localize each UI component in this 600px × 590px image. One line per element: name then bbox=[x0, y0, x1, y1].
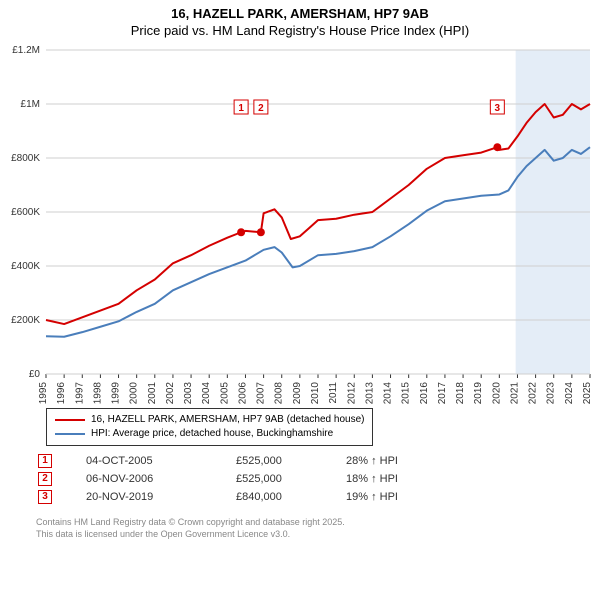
x-tick-label: 2023 bbox=[546, 382, 557, 404]
x-tick-label: 1999 bbox=[111, 382, 122, 404]
legend-label: HPI: Average price, detached house, Buck… bbox=[91, 427, 333, 441]
sales-row-price: £525,000 bbox=[236, 473, 346, 485]
x-tick-label: 2013 bbox=[364, 382, 375, 404]
sale-marker-num: 3 bbox=[495, 103, 501, 114]
y-tick-label: £1.2M bbox=[12, 45, 40, 56]
sales-row-price: £525,000 bbox=[236, 455, 346, 467]
legend: 16, HAZELL PARK, AMERSHAM, HP7 9AB (deta… bbox=[46, 408, 373, 446]
y-tick-label: £800K bbox=[11, 153, 40, 164]
x-tick-label: 2006 bbox=[237, 382, 248, 404]
x-tick-label: 2018 bbox=[455, 382, 466, 404]
y-tick-label: £400K bbox=[11, 261, 40, 272]
x-tick-label: 2001 bbox=[147, 382, 158, 404]
sale-marker-dot bbox=[493, 143, 501, 151]
legend-label: 16, HAZELL PARK, AMERSHAM, HP7 9AB (deta… bbox=[91, 413, 364, 427]
x-tick-label: 2011 bbox=[328, 382, 339, 404]
y-tick-label: £1M bbox=[21, 99, 40, 110]
x-tick-label: 2000 bbox=[129, 382, 140, 404]
title-block: 16, HAZELL PARK, AMERSHAM, HP7 9AB Price… bbox=[0, 0, 600, 38]
sale-marker-num: 2 bbox=[258, 103, 264, 114]
sales-row-marker: 3 bbox=[38, 490, 52, 504]
x-tick-label: 2004 bbox=[201, 382, 212, 404]
sales-row-hpi: 28% ↑ HPI bbox=[346, 455, 446, 467]
x-tick-label: 2002 bbox=[165, 382, 176, 404]
footer-line1: Contains HM Land Registry data © Crown c… bbox=[36, 516, 345, 528]
legend-item: 16, HAZELL PARK, AMERSHAM, HP7 9AB (deta… bbox=[55, 413, 364, 427]
sale-marker-dot bbox=[237, 228, 245, 236]
sales-row-price: £840,000 bbox=[236, 491, 346, 503]
sales-row-date: 04-OCT-2005 bbox=[86, 455, 236, 467]
sales-row-marker: 2 bbox=[38, 472, 52, 486]
y-tick-label: £600K bbox=[11, 207, 40, 218]
sales-row-hpi: 19% ↑ HPI bbox=[346, 491, 446, 503]
x-tick-label: 1995 bbox=[38, 382, 49, 404]
legend-item: HPI: Average price, detached house, Buck… bbox=[55, 427, 364, 441]
x-tick-label: 2016 bbox=[419, 382, 430, 404]
x-tick-label: 2020 bbox=[491, 382, 502, 404]
chart-container: £0 £200K £400K £600K £800K £1M £1.2M 1995 1996 19… bbox=[0, 44, 600, 404]
series-price_paid bbox=[46, 104, 590, 324]
x-tick-label: 2009 bbox=[292, 382, 303, 404]
price-chart: £0 £200K £400K £600K £800K £1M £1.2M 1995 1996 19… bbox=[0, 44, 600, 404]
footer-line2: This data is licensed under the Open Gov… bbox=[36, 528, 345, 540]
sales-row-marker: 1 bbox=[38, 454, 52, 468]
sales-row: 1 04-OCT-2005£525,00028% ↑ HPI bbox=[38, 452, 446, 470]
x-tick-label: 2024 bbox=[564, 382, 575, 404]
footer-attribution: Contains HM Land Registry data © Crown c… bbox=[36, 516, 345, 540]
x-tick-label: 2025 bbox=[582, 382, 593, 404]
legend-swatch bbox=[55, 433, 85, 435]
sales-row: 2 06-NOV-2006£525,00018% ↑ HPI bbox=[38, 470, 446, 488]
y-tick-label: £0 bbox=[29, 369, 41, 380]
sales-table: 1 04-OCT-2005£525,00028% ↑ HPI 2 06-NOV-200… bbox=[38, 452, 446, 506]
x-tick-label: 1998 bbox=[92, 382, 103, 404]
x-tick-label: 2005 bbox=[219, 382, 230, 404]
title-address: 16, HAZELL PARK, AMERSHAM, HP7 9AB bbox=[0, 6, 600, 21]
x-tick-label: 1996 bbox=[56, 382, 67, 404]
x-tick-label: 2017 bbox=[437, 382, 448, 404]
x-tick-label: 2012 bbox=[346, 382, 357, 404]
sale-marker-dot bbox=[257, 228, 265, 236]
x-tick-label: 2010 bbox=[310, 382, 321, 404]
x-tick-label: 2003 bbox=[183, 382, 194, 404]
sales-row-hpi: 18% ↑ HPI bbox=[346, 473, 446, 485]
x-tick-label: 2015 bbox=[401, 382, 412, 404]
x-tick-label: 2019 bbox=[473, 382, 484, 404]
x-tick-label: 2014 bbox=[383, 382, 394, 404]
title-subtitle: Price paid vs. HM Land Registry's House … bbox=[0, 23, 600, 38]
y-tick-label: £200K bbox=[11, 315, 40, 326]
series-hpi bbox=[46, 147, 590, 337]
sale-marker-num: 1 bbox=[238, 103, 244, 114]
sales-row: 3 20-NOV-2019£840,00019% ↑ HPI bbox=[38, 488, 446, 506]
x-tick-label: 2021 bbox=[509, 382, 520, 404]
x-tick-label: 2008 bbox=[274, 382, 285, 404]
legend-swatch bbox=[55, 419, 85, 421]
x-tick-label: 1997 bbox=[74, 382, 85, 404]
sales-row-date: 06-NOV-2006 bbox=[86, 473, 236, 485]
x-tick-label: 2022 bbox=[528, 382, 539, 404]
x-tick-label: 2007 bbox=[256, 382, 267, 404]
sales-row-date: 20-NOV-2019 bbox=[86, 491, 236, 503]
